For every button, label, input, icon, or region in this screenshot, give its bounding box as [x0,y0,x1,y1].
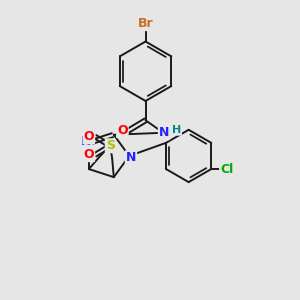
Text: N: N [81,135,92,148]
Text: Cl: Cl [220,163,233,176]
Text: S: S [106,139,115,152]
Text: N: N [159,126,169,139]
Text: H: H [172,125,181,135]
Text: O: O [83,148,94,161]
Text: N: N [126,151,136,164]
Text: O: O [117,124,128,137]
Text: O: O [83,130,94,143]
Text: Br: Br [138,17,153,30]
